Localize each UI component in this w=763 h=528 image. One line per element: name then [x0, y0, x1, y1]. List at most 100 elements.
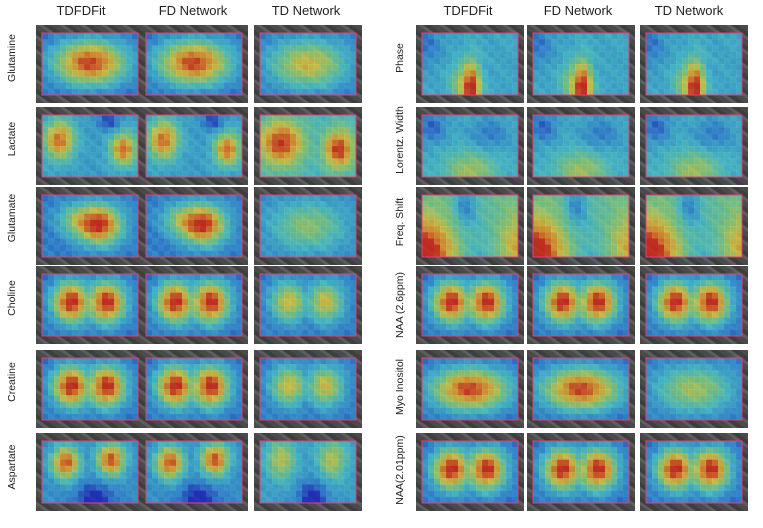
heatmap-cell — [54, 395, 61, 402]
heatmap-cell — [194, 76, 201, 83]
heatmap-cell — [611, 133, 618, 141]
heatmap-cell — [126, 170, 133, 178]
heatmap-cell — [350, 250, 357, 258]
heatmap-cell — [446, 39, 453, 46]
heatmap-cell — [206, 292, 213, 300]
heatmap-cell — [266, 195, 273, 202]
heatmap-cell — [66, 244, 73, 252]
heatmap-cell — [446, 305, 453, 312]
heatmap-cell — [102, 453, 109, 460]
heatmap-cell — [332, 490, 339, 498]
heatmap-cell — [90, 484, 97, 491]
heatmap-cell — [278, 401, 285, 408]
heatmap-cell — [344, 453, 351, 460]
heatmap-cell — [308, 158, 315, 165]
heatmap-cell — [326, 219, 333, 227]
heatmap-cell — [563, 127, 570, 134]
heatmap-cell — [114, 88, 121, 96]
heatmap-cell — [575, 170, 582, 178]
heatmap-cell — [730, 219, 737, 227]
heatmap-cell — [434, 76, 441, 83]
heatmap-cell — [54, 465, 61, 473]
heatmap-cell — [60, 382, 67, 390]
heatmap-cell — [66, 115, 73, 122]
heatmap-cell — [218, 213, 225, 221]
heatmap-cell — [428, 127, 435, 134]
heatmap-cell — [470, 201, 477, 208]
heatmap-cell — [164, 195, 171, 202]
heatmap-cell — [158, 82, 165, 90]
heatmap-cell — [200, 250, 207, 258]
heatmap-cell — [476, 292, 483, 300]
map-freq-shift-tdfdfit-heatmap — [421, 194, 519, 258]
heatmap-cell — [320, 201, 327, 208]
heatmap-cell — [200, 286, 207, 293]
heatmap-cell — [158, 323, 165, 331]
heatmap-cell — [182, 146, 189, 153]
heatmap-cell — [302, 286, 309, 293]
heatmap-cell — [206, 329, 213, 337]
heatmap-cell — [587, 286, 594, 293]
heatmap-cell — [200, 33, 207, 40]
heatmap-cell — [260, 70, 267, 77]
heatmap-cell — [146, 274, 153, 281]
heatmap-cell — [551, 82, 558, 90]
heatmap-cell — [296, 88, 303, 96]
heatmap-cell — [428, 82, 435, 90]
heatmap-cell — [434, 358, 441, 365]
heatmap-cell — [500, 382, 507, 390]
heatmap-cell — [464, 298, 471, 306]
heatmap-cell — [488, 88, 495, 96]
heatmap-cell — [176, 298, 183, 306]
heatmap-cell — [724, 39, 731, 46]
heatmap-cell — [611, 127, 618, 134]
heatmap-cell — [482, 88, 489, 96]
heatmap-cell — [506, 219, 513, 227]
map-naa-26ppm-fd-network — [527, 266, 635, 344]
heatmap-cell — [114, 459, 121, 467]
heatmap-cell — [599, 88, 606, 96]
heatmap-cell — [440, 164, 447, 172]
heatmap-cell — [302, 298, 309, 306]
heatmap-cell — [736, 170, 743, 178]
heatmap-cell — [48, 413, 55, 421]
heatmap-cell — [458, 152, 465, 159]
heatmap-cell — [114, 82, 121, 90]
heatmap-cell — [611, 39, 618, 46]
heatmap-cell — [108, 127, 115, 134]
heatmap-cell — [344, 213, 351, 221]
heatmap-cell — [326, 170, 333, 178]
heatmap-cell — [108, 207, 115, 214]
heatmap-cell — [78, 219, 85, 227]
heatmap-cell — [132, 382, 139, 390]
heatmap-cell — [302, 57, 309, 65]
heatmap-cell — [320, 395, 327, 402]
heatmap-cell — [120, 82, 127, 90]
heatmap-cell — [563, 219, 570, 227]
heatmap-cell — [120, 158, 127, 165]
heatmap-cell — [338, 370, 345, 377]
heatmap-cell — [682, 121, 689, 128]
heatmap-cell — [512, 376, 519, 384]
heatmap-cell — [682, 280, 689, 287]
heatmap-cell — [476, 370, 483, 377]
heatmap-cell — [718, 127, 725, 134]
heatmap-cell — [718, 39, 725, 46]
heatmap-cell — [72, 413, 79, 421]
heatmap-cell — [724, 305, 731, 312]
heatmap-cell — [42, 45, 49, 52]
heatmap-cell — [212, 478, 219, 485]
heatmap-cell — [108, 364, 115, 371]
heatmap-cell — [700, 152, 707, 159]
heatmap-cell — [152, 311, 159, 318]
heatmap-cell — [48, 317, 55, 324]
heatmap-cell — [718, 238, 725, 245]
heatmap-cell — [194, 370, 201, 377]
heatmap-cell — [102, 370, 109, 377]
heatmap-cell — [557, 238, 564, 245]
heatmap-cell — [66, 133, 73, 141]
heatmap-cell — [60, 127, 67, 134]
heatmap-cell — [206, 232, 213, 239]
heatmap-cell — [652, 292, 659, 300]
heatmap-cell — [176, 57, 183, 65]
